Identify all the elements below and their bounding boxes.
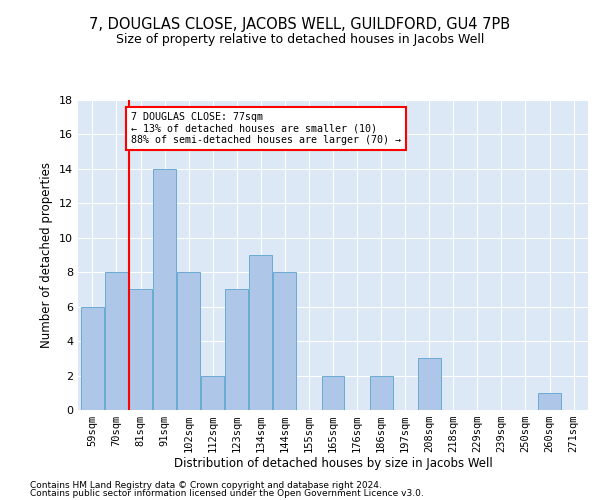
Text: Size of property relative to detached houses in Jacobs Well: Size of property relative to detached ho… bbox=[116, 32, 484, 46]
Bar bbox=[81, 306, 104, 410]
Bar bbox=[538, 393, 561, 410]
Bar bbox=[322, 376, 344, 410]
Text: Distribution of detached houses by size in Jacobs Well: Distribution of detached houses by size … bbox=[173, 458, 493, 470]
Text: 7, DOUGLAS CLOSE, JACOBS WELL, GUILDFORD, GU4 7PB: 7, DOUGLAS CLOSE, JACOBS WELL, GUILDFORD… bbox=[89, 18, 511, 32]
Bar bbox=[250, 255, 272, 410]
Bar bbox=[370, 376, 392, 410]
Bar bbox=[129, 290, 152, 410]
Y-axis label: Number of detached properties: Number of detached properties bbox=[40, 162, 53, 348]
Text: Contains public sector information licensed under the Open Government Licence v3: Contains public sector information licen… bbox=[30, 489, 424, 498]
Bar bbox=[201, 376, 224, 410]
Bar bbox=[274, 272, 296, 410]
Text: 7 DOUGLAS CLOSE: 77sqm
← 13% of detached houses are smaller (10)
88% of semi-det: 7 DOUGLAS CLOSE: 77sqm ← 13% of detached… bbox=[131, 112, 401, 146]
Text: Contains HM Land Registry data © Crown copyright and database right 2024.: Contains HM Land Registry data © Crown c… bbox=[30, 480, 382, 490]
Bar bbox=[418, 358, 440, 410]
Bar bbox=[177, 272, 200, 410]
Bar bbox=[226, 290, 248, 410]
Bar bbox=[105, 272, 128, 410]
Bar bbox=[153, 169, 176, 410]
